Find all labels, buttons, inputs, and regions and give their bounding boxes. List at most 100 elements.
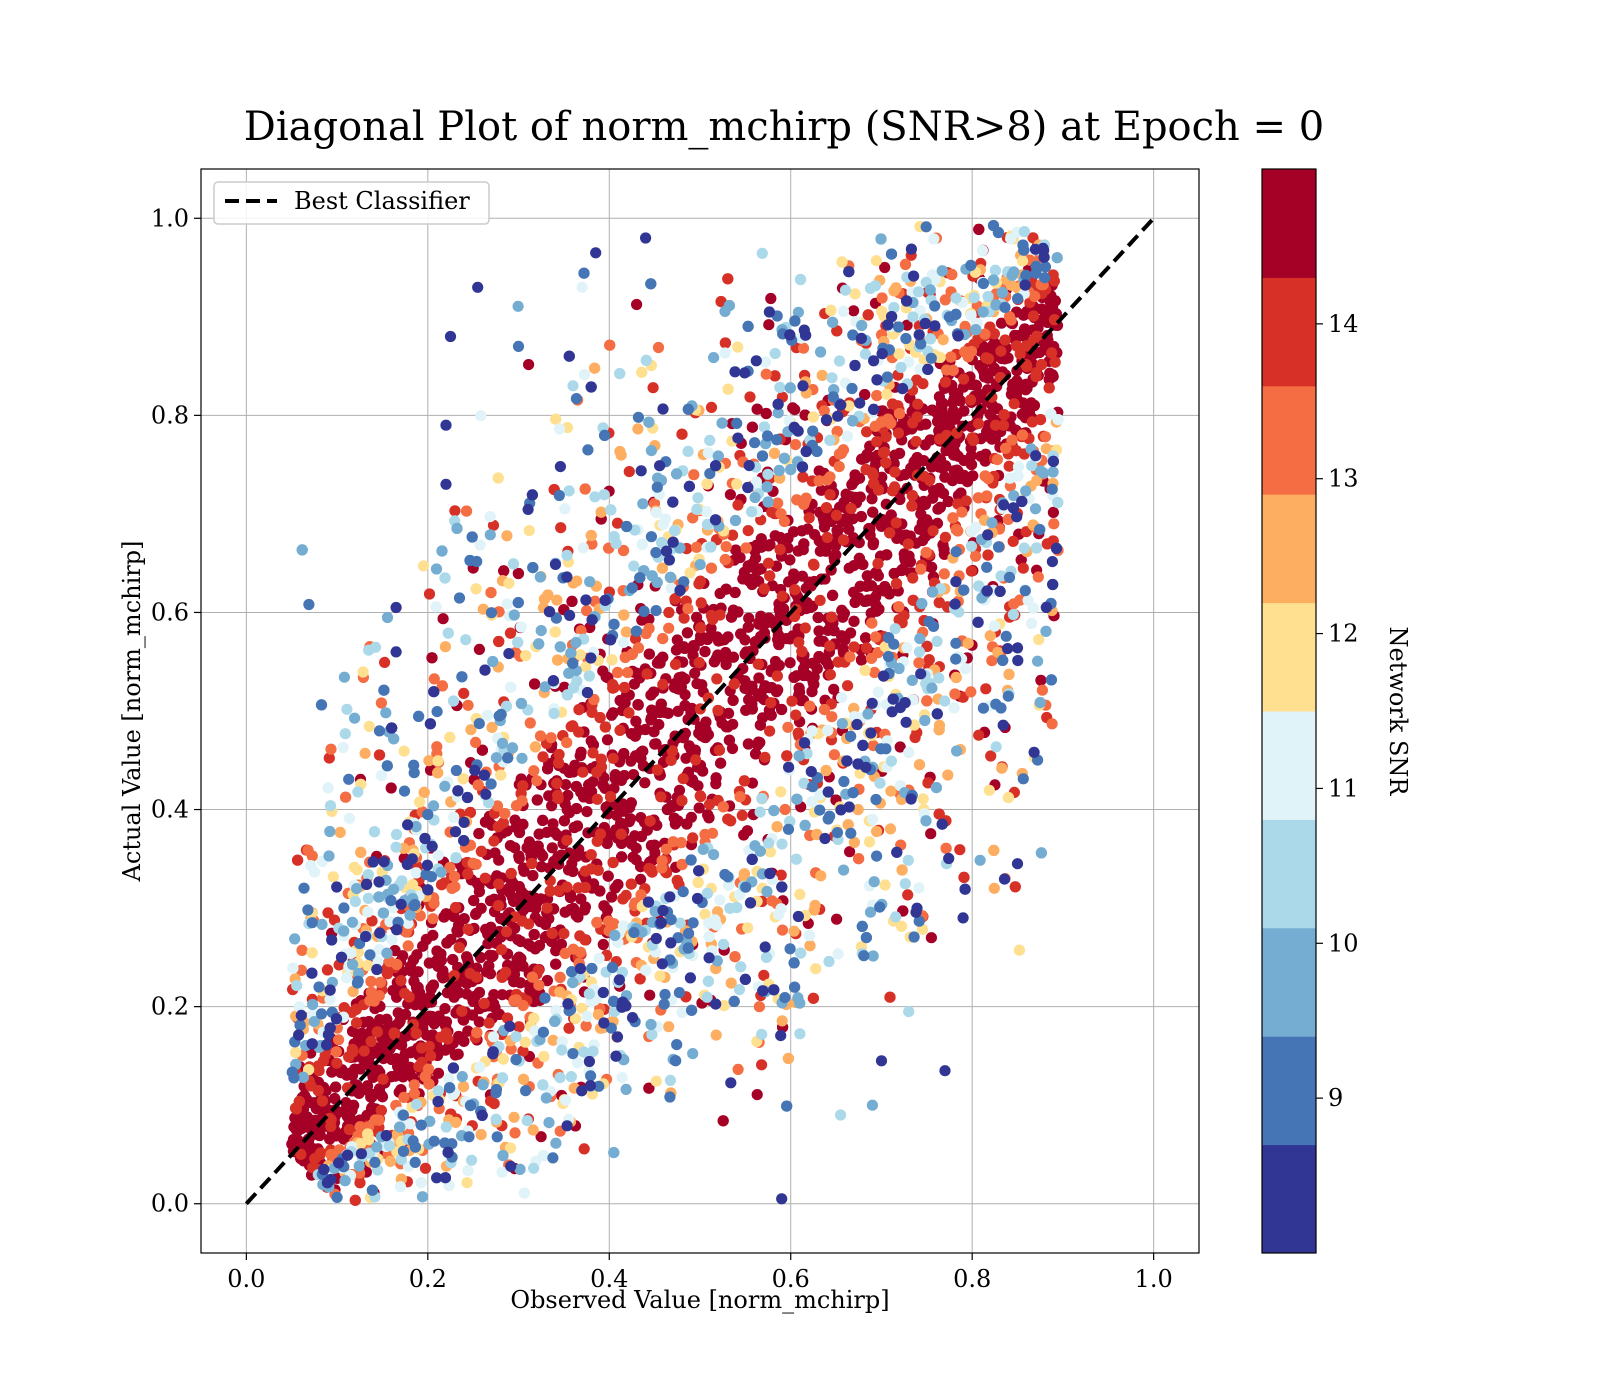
- scatter-point: [1013, 944, 1025, 956]
- scatter-point: [962, 637, 974, 649]
- scatter-point: [824, 669, 837, 681]
- scatter-point: [618, 770, 630, 782]
- scatter-point: [585, 529, 597, 542]
- scatter-point: [713, 744, 726, 756]
- scatter-point: [742, 922, 754, 934]
- scatter-point: [731, 478, 743, 490]
- scatter-point: [663, 622, 675, 634]
- scatter-point: [357, 666, 369, 678]
- scatter-point: [492, 472, 504, 484]
- scatter-point: [362, 1128, 374, 1140]
- scatter-point: [546, 927, 558, 939]
- scatter-point: [645, 864, 658, 876]
- scatter-point: [803, 929, 816, 942]
- scatter-point: [394, 1181, 407, 1193]
- scatter-point: [431, 741, 443, 753]
- scatter-point: [738, 775, 751, 787]
- scatter-point: [362, 906, 374, 918]
- scatter-point: [571, 820, 584, 832]
- scatter-point: [881, 584, 893, 596]
- scatter-point: [833, 448, 846, 460]
- scatter-point: [758, 583, 770, 595]
- scatter-point: [911, 411, 923, 423]
- scatter-point: [871, 390, 883, 402]
- scatter-point: [427, 913, 439, 925]
- scatter-point: [571, 575, 583, 587]
- scatter-point: [451, 924, 463, 937]
- scatter-point: [745, 561, 757, 573]
- scatter-point: [933, 597, 945, 609]
- scatter-point: [722, 273, 734, 285]
- scatter-point: [788, 925, 800, 937]
- scatter-point: [719, 337, 732, 349]
- scatter-point: [915, 563, 927, 575]
- scatter-point: [782, 1052, 795, 1065]
- scatter-point: [765, 292, 777, 305]
- scatter-point: [474, 1061, 486, 1073]
- scatter-point: [501, 530, 513, 542]
- scatter-point: [645, 689, 657, 701]
- scatter-point: [567, 720, 579, 732]
- scatter-point: [574, 930, 586, 942]
- scatter-point: [771, 821, 783, 833]
- scatter-point: [695, 597, 707, 609]
- scatter-point: [470, 583, 482, 595]
- scatter-point: [620, 626, 633, 638]
- chart-title: Diagonal Plot of norm_mchirp (SNR>8) at …: [244, 104, 1324, 150]
- scatter-point: [893, 408, 906, 420]
- scatter-point: [423, 957, 435, 969]
- scatter-point: [644, 989, 656, 1001]
- scatter-point: [899, 258, 912, 270]
- scatter-point: [508, 1111, 520, 1123]
- scatter-point: [359, 747, 371, 760]
- scatter-point: [821, 531, 833, 544]
- scatter-point: [725, 815, 737, 827]
- scatter-point: [861, 580, 873, 592]
- scatter-point: [810, 963, 822, 975]
- scatter-point: [940, 842, 952, 854]
- scatter-point: [485, 587, 497, 599]
- scatter-point: [942, 495, 954, 508]
- scatter-point: [860, 632, 872, 644]
- scatter-point: [917, 793, 929, 805]
- scatter-point: [1035, 359, 1048, 371]
- scatter-point: [902, 889, 914, 901]
- scatter-point: [973, 729, 985, 741]
- scatter-point: [623, 707, 635, 719]
- scatter-point: [820, 764, 832, 777]
- scatter-point: [925, 932, 938, 944]
- scatter-point: [897, 563, 909, 575]
- scatter-point: [498, 565, 510, 577]
- scatter-point: [827, 589, 839, 602]
- scatter-point: [804, 700, 816, 712]
- scatter-point: [581, 806, 593, 818]
- scatter-point: [793, 636, 805, 649]
- scatter-point: [976, 362, 988, 374]
- scatter-point: [760, 407, 772, 420]
- scatter-point: [839, 634, 851, 646]
- scatter-point: [871, 825, 883, 838]
- scatter-point: [497, 1053, 509, 1065]
- scatter-point: [492, 821, 504, 833]
- scatter-point: [797, 342, 810, 354]
- scatter-point: [595, 506, 607, 518]
- scatter-point: [764, 570, 776, 582]
- scatter-point: [436, 879, 448, 891]
- scatter-point: [836, 692, 848, 704]
- scatter-point: [617, 893, 629, 905]
- scatter-point: [800, 603, 813, 615]
- scatter-point: [822, 724, 834, 737]
- scatter-point: [845, 502, 857, 515]
- scatter-point: [722, 383, 734, 395]
- scatter-point: [933, 724, 945, 736]
- scatter-point: [495, 769, 507, 781]
- scatter-point: [313, 1065, 325, 1077]
- scatter-point: [520, 650, 532, 662]
- scatter-point: [657, 678, 669, 691]
- scatter-point: [630, 715, 642, 728]
- scatter-point: [541, 902, 553, 914]
- scatter-point: [933, 461, 945, 473]
- scatter-point: [573, 704, 585, 716]
- scatter-point: [813, 475, 825, 487]
- scatter-point: [690, 754, 702, 766]
